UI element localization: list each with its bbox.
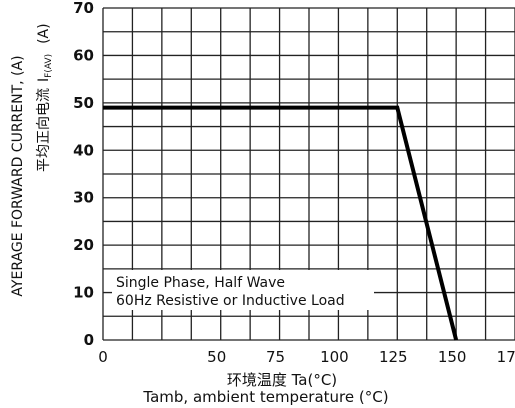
y-tick-label: 70	[73, 0, 94, 17]
x-axis-label-cn: 环境温度 Ta(°C)	[227, 371, 337, 389]
x-tick-label: 100	[320, 348, 349, 366]
x-tick-label: 125	[379, 348, 408, 366]
y-axis-symbol: IF(AV) (A)	[36, 23, 54, 82]
x-axis-label: Tamb, ambient temperature (°C)	[142, 388, 388, 406]
annotation-line-1: Single Phase, Half Wave	[116, 275, 285, 291]
x-tick-label: 0	[98, 348, 108, 366]
series-line	[103, 105, 459, 341]
y-tick-label: 0	[84, 331, 94, 349]
y-symbol-unit: (A)	[36, 23, 52, 44]
x-tick-label: 150	[438, 348, 467, 366]
y-symbol-sub: F(AV)	[44, 54, 54, 78]
y-symbol-main: I	[36, 78, 52, 82]
y-tick-label: 10	[73, 284, 94, 302]
series-layer	[103, 105, 459, 341]
y-tick-labels: 0 10 20 30 40 50 60 70	[73, 0, 94, 349]
y-tick-label: 50	[73, 94, 94, 112]
svg-text:IF(AV)(A): IF(AV) (A)	[36, 23, 54, 82]
x-tick-label: 50	[207, 348, 226, 366]
grid	[102, 7, 515, 341]
y-axis-label-cn: 平均正向电流	[36, 88, 52, 172]
y-tick-label: 30	[73, 189, 94, 207]
y-tick-label: 60	[73, 46, 94, 64]
x-tick-label: 75	[266, 348, 285, 366]
annotation-box	[112, 270, 374, 310]
x-tick-label: 175	[497, 348, 515, 366]
y-axis-label: AYERAGE FORWARD CURRENT, (A)	[10, 55, 26, 296]
y-tick-label: 20	[73, 236, 94, 254]
x-tick-labels: 0 50 75 100 125 150 175	[98, 348, 515, 366]
y-tick-label: 40	[73, 141, 94, 159]
annotation-line-2: 60Hz Resistive or Inductive Load	[116, 293, 345, 309]
